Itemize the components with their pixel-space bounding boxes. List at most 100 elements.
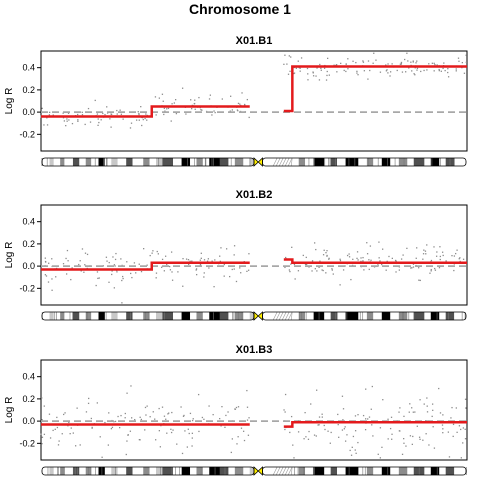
data-point <box>81 114 84 116</box>
ideogram-band <box>390 312 399 320</box>
ideogram-band <box>292 158 299 166</box>
data-point <box>200 257 202 259</box>
data-point <box>102 112 104 115</box>
data-point <box>357 414 359 416</box>
data-point <box>171 103 173 105</box>
ideogram-band <box>85 312 92 320</box>
data-point <box>180 406 182 408</box>
data-point <box>141 124 143 127</box>
data-point <box>415 62 417 64</box>
y-axis-label: Log R <box>4 88 15 115</box>
data-point <box>434 269 437 271</box>
data-point <box>235 280 238 283</box>
ideogram-band <box>398 158 408 166</box>
data-point <box>344 265 346 267</box>
ideogram-band <box>190 312 197 320</box>
data-point <box>399 430 401 432</box>
data-point <box>315 248 317 251</box>
data-point <box>326 254 328 257</box>
data-point <box>345 70 347 73</box>
data-point <box>239 267 241 269</box>
data-point <box>377 263 379 265</box>
data-point <box>304 411 306 414</box>
ideogram-band <box>156 467 163 475</box>
ideogram-band <box>366 467 374 475</box>
data-point <box>155 439 157 441</box>
data-point <box>371 424 373 426</box>
data-point <box>165 418 167 420</box>
data-point <box>86 253 89 256</box>
data-point <box>114 420 117 423</box>
y-tick-label: -0.2 <box>19 129 35 139</box>
data-point <box>347 68 349 70</box>
data-point <box>422 258 424 260</box>
ideogram-band <box>324 312 331 320</box>
ideogram-band <box>345 312 359 320</box>
data-point <box>408 67 410 69</box>
data-point <box>163 270 165 272</box>
data-point <box>328 258 330 260</box>
data-point <box>442 428 444 430</box>
plot-frame <box>40 204 468 306</box>
data-point <box>385 70 388 72</box>
data-point <box>117 415 119 418</box>
ideogram-hatch <box>287 466 293 476</box>
panels: X01.B1 -0.2 0.0 0.2 0.4 Log R X01.B2 -0.2 0.0 0.2… <box>4 35 468 476</box>
data-point <box>287 73 290 75</box>
data-point <box>167 413 169 415</box>
data-point <box>41 107 43 110</box>
ideogram-band <box>273 467 293 475</box>
data-point <box>429 272 431 274</box>
data-point <box>161 406 164 408</box>
data-point <box>346 434 348 436</box>
data-point <box>387 63 389 65</box>
data-point <box>403 415 405 418</box>
data-point <box>342 269 345 271</box>
data-point <box>400 61 403 64</box>
data-point <box>316 67 318 69</box>
data-point <box>80 270 82 272</box>
data-point <box>442 414 444 416</box>
data-point <box>229 110 231 112</box>
ideogram-band <box>445 467 455 475</box>
data-point <box>114 265 116 267</box>
data-point <box>237 406 240 408</box>
data-point <box>315 435 317 437</box>
data-point <box>191 432 194 434</box>
data-point <box>349 449 351 452</box>
data-point <box>367 60 370 62</box>
data-point <box>457 57 460 59</box>
ideogram-band <box>72 467 80 475</box>
ideogram-band <box>305 158 314 166</box>
data-point <box>411 443 413 446</box>
data-point <box>347 58 349 60</box>
data-point <box>159 446 162 448</box>
data-point <box>223 275 225 277</box>
ideogram-band <box>104 158 112 166</box>
data-point <box>388 255 390 258</box>
data-point <box>235 406 238 409</box>
ideogram-band <box>202 312 210 320</box>
ideogram-band <box>98 158 105 166</box>
ideogram-band <box>234 467 244 475</box>
data-point <box>405 71 407 73</box>
chart-panel-1: X01.B1 -0.2 0.0 0.2 0.4 Log R <box>4 35 468 167</box>
data-point <box>328 74 330 76</box>
data-point <box>79 260 81 262</box>
data-point <box>138 112 140 115</box>
data-point <box>155 272 158 274</box>
ideogram-band <box>72 158 80 166</box>
data-point <box>405 445 407 447</box>
data-point <box>130 385 132 387</box>
data-point <box>382 399 384 401</box>
data-point <box>400 62 403 64</box>
ideogram-band <box>64 158 73 166</box>
data-point <box>447 431 450 433</box>
data-point <box>379 71 382 73</box>
data-point <box>459 260 461 263</box>
data-point <box>206 260 209 262</box>
ideogram-p-arm-outline <box>41 466 255 476</box>
data-point <box>44 274 47 276</box>
ideogram-band <box>91 467 99 475</box>
data-point <box>182 415 185 417</box>
